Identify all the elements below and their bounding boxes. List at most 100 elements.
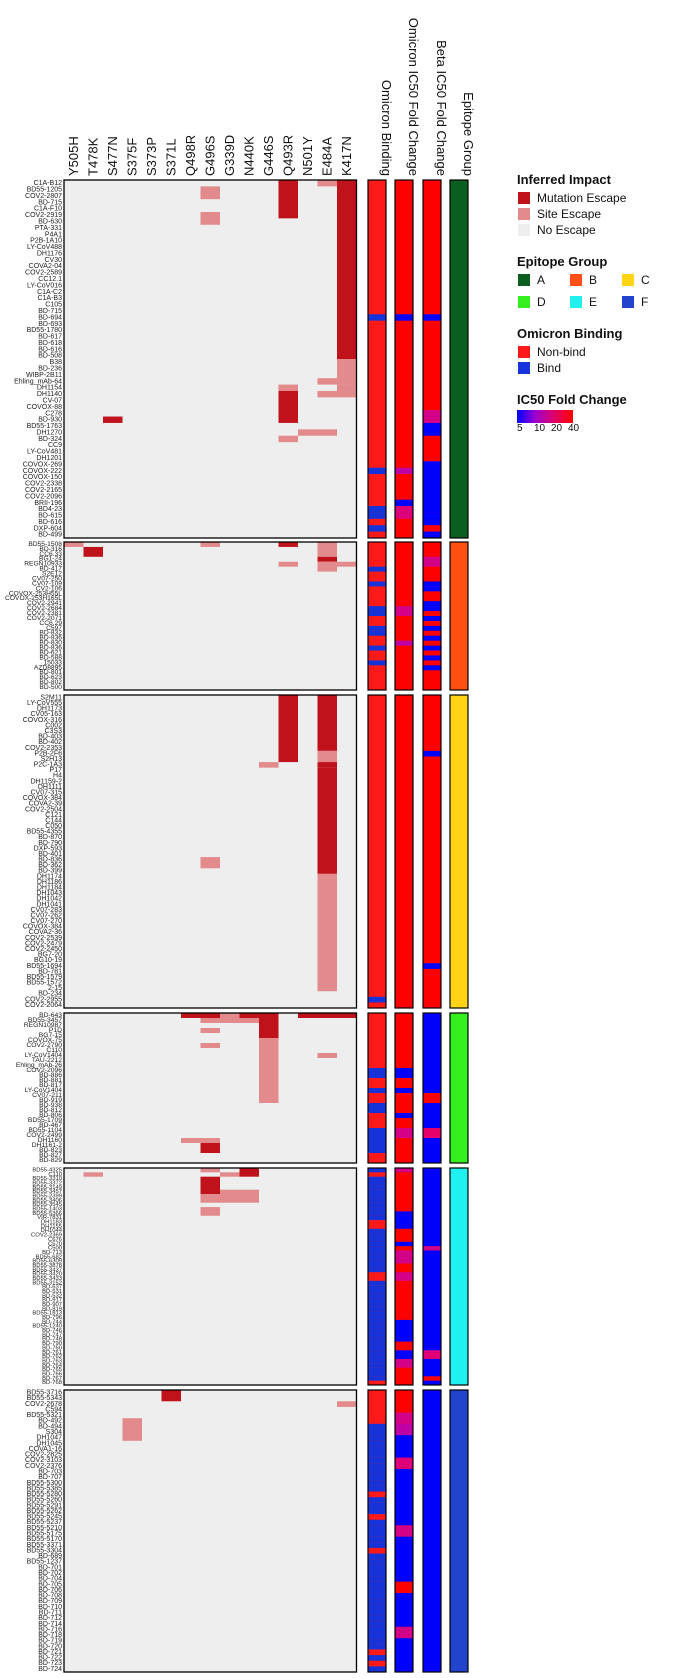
- row-label: BD-836: [38, 857, 62, 864]
- escape-cell: [317, 561, 337, 572]
- row-label: BD55-3371: [27, 1542, 63, 1549]
- row-label: BD-760: [42, 1345, 63, 1351]
- binding-cell: [368, 1615, 386, 1622]
- binding-cell: [368, 625, 386, 631]
- row-label: BD-615: [38, 513, 62, 520]
- row-label: CV05-163: [30, 711, 62, 718]
- binding-cell: [368, 1194, 386, 1199]
- row-label: C121: [45, 812, 62, 819]
- row-label: P17: [50, 767, 63, 774]
- binding-cell: [368, 1298, 386, 1303]
- binding-cell: [368, 1519, 386, 1526]
- binding-column-border: [367, 1012, 387, 1164]
- row-label: COV2-2504: [25, 806, 62, 813]
- row-label: BD-829: [39, 1157, 62, 1164]
- legend-label: A: [537, 273, 546, 287]
- beta-ic50-cell: [423, 1128, 441, 1138]
- row-label: BD55-5366: [32, 1211, 62, 1217]
- binding-cell: [368, 1371, 386, 1377]
- row-label: BD-764: [42, 1363, 63, 1369]
- omicron-ic50-cell: [395, 1068, 413, 1078]
- row-label: COVA2-39: [29, 801, 62, 808]
- escape-cell: [239, 1168, 259, 1177]
- beta-ic50-column-border: [422, 179, 442, 539]
- column-label-q493r: Q493R: [280, 135, 295, 176]
- binding-cell: [368, 1289, 386, 1294]
- binding-cell: [368, 996, 386, 1003]
- row-label: COVOX-253H165L: [5, 595, 62, 602]
- binding-column-group-c: [368, 695, 386, 1008]
- binding-cell: [368, 1148, 386, 1153]
- row-label: CC9: [48, 442, 62, 449]
- row-label: C500: [48, 1246, 63, 1252]
- row-label: BG10-19: [34, 957, 62, 964]
- binding-cell: [368, 1559, 386, 1565]
- row-label: BD4-23: [38, 506, 62, 513]
- row-label: BD-806: [39, 1112, 62, 1119]
- row-label: BD-618: [38, 340, 62, 347]
- legend-item-mutation-escape: Mutation Escape: [517, 190, 677, 206]
- binding-cell: [368, 1215, 386, 1221]
- omicron-ic50-cell: [395, 1168, 413, 1173]
- omicron-ic50-cell: [395, 1172, 413, 1182]
- binding-cell: [368, 1508, 386, 1515]
- legend-item-group-e: E: [569, 294, 621, 310]
- row-label: BD-767: [42, 1376, 62, 1382]
- row-label: BD-711: [39, 1609, 62, 1616]
- beta-ic50-cell: [423, 410, 441, 423]
- binding-cell: [368, 1497, 386, 1503]
- binding-cell: [368, 1468, 386, 1475]
- row-label: BD-781: [38, 968, 62, 975]
- escape-cell: [278, 390, 298, 423]
- row-label: P1D: [49, 1027, 62, 1034]
- omicron-ic50-cell: [395, 1241, 413, 1247]
- legend-item-group-a: A: [517, 272, 569, 288]
- legend-label: Non-bind: [537, 345, 586, 359]
- binding-cell: [368, 1536, 386, 1543]
- beta-ic50-column-border: [422, 1167, 442, 1386]
- escape-cell: [200, 1207, 220, 1216]
- row-label: BD-747: [42, 1332, 62, 1338]
- row-label: BD-768: [42, 1380, 62, 1386]
- escape-cell: [317, 378, 337, 385]
- legend: Inferred Impact Mutation Escape Site Esc…: [517, 172, 677, 453]
- row-label: BD55-3152: [32, 1280, 62, 1286]
- swatch-mutation-escape: [517, 191, 531, 205]
- row-label: BD55-5300: [27, 1480, 63, 1487]
- epitope-group-bar-a: [449, 179, 469, 539]
- row-label: BD55-3716: [27, 1390, 63, 1397]
- row-label: COV2-2684: [27, 605, 62, 612]
- legend-item-group-c: C: [621, 272, 673, 288]
- row-label: BG7-15: [39, 1032, 63, 1039]
- row-label: LY-CoV481: [27, 449, 62, 456]
- row-label: C1A-C2: [37, 289, 62, 296]
- omicron-ic50-cell: [395, 1211, 413, 1229]
- row-label: S2H13: [41, 756, 63, 763]
- row-label: C110: [48, 1172, 62, 1178]
- binding-cell: [368, 1185, 386, 1190]
- row-label: REGN10933: [24, 561, 62, 568]
- binding-cell: [368, 1609, 386, 1616]
- epitope-group-bar-d: [449, 1012, 469, 1164]
- row-label: BD-715: [38, 199, 62, 206]
- row-label: BD-919: [39, 1097, 62, 1104]
- row-label: CV07-262: [30, 912, 62, 919]
- row-label: Ehling_mAb-64: [14, 378, 62, 385]
- escape-cell: [200, 211, 220, 225]
- beta-ic50-cell: [423, 601, 441, 612]
- legend-item-group-d: D: [517, 294, 569, 310]
- row-label: BG7-20: [38, 952, 62, 959]
- binding-cell: [368, 1237, 386, 1242]
- row-label: COV2-2376: [25, 1463, 62, 1470]
- omicron-ic50-cell: [395, 1435, 413, 1458]
- binding-cell: [368, 611, 386, 616]
- row-label: S304: [46, 1429, 62, 1436]
- row-label: 2-15: [48, 985, 62, 992]
- row-label: BD-836: [39, 645, 62, 652]
- binding-cell: [368, 1143, 386, 1148]
- binding-cell: [368, 645, 386, 651]
- row-label: DH1176: [37, 250, 62, 257]
- binding-column-border: [367, 179, 387, 539]
- row-label: COV2-2064: [25, 1002, 62, 1009]
- row-label: COV2-2369: [31, 1233, 62, 1239]
